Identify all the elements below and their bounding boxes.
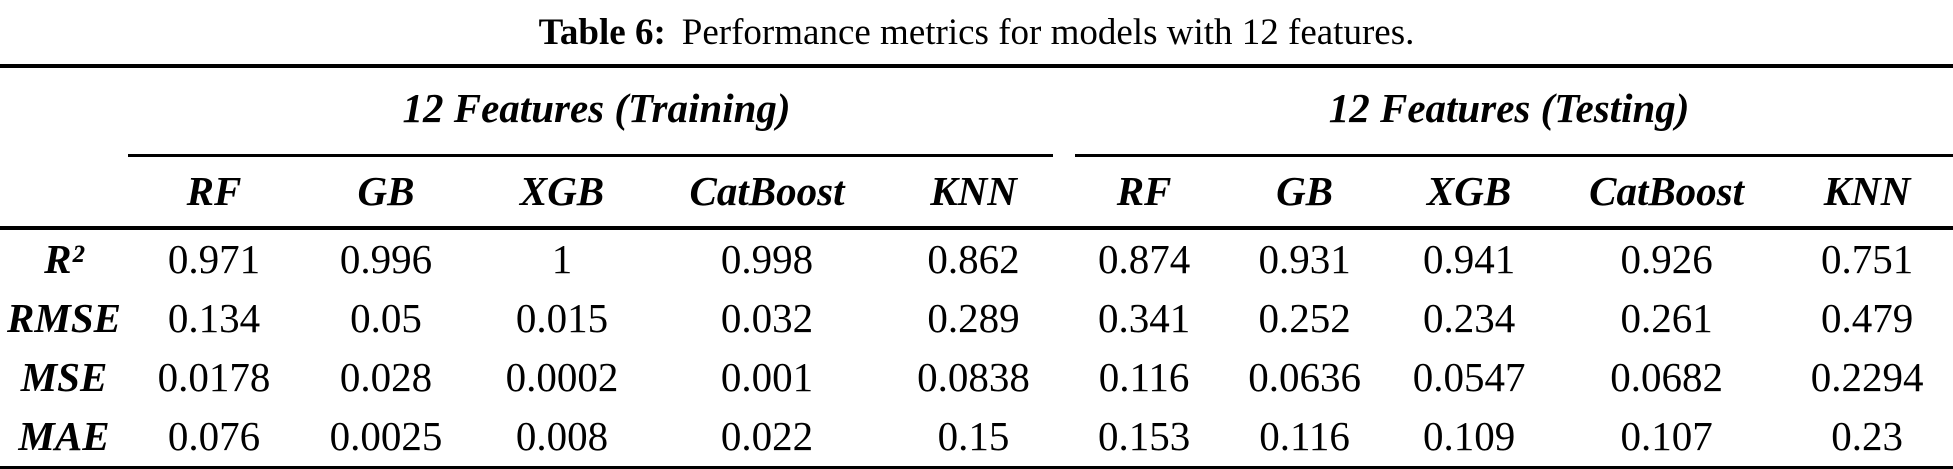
row-metric-label: MSE bbox=[20, 354, 108, 400]
cell-r2-testing-knn: 0.751 bbox=[1820, 236, 1914, 282]
row-metric-label: MAE bbox=[18, 413, 110, 459]
cell-mae-training-catboost: 0.022 bbox=[720, 413, 814, 459]
cell-mse-training-gb: 0.028 bbox=[339, 354, 433, 400]
column-header-testing-catboost: CatBoost bbox=[1552, 157, 1782, 230]
cell-mse-training-catboost: 0.001 bbox=[720, 354, 814, 400]
column-header-training-xgb: XGB bbox=[472, 157, 652, 230]
table-caption-text: Performance metrics for models with 12 f… bbox=[681, 11, 1415, 53]
cell-r2-training-gb: 0.996 bbox=[339, 236, 433, 282]
group-header-testing: 12 Features (Testing) bbox=[1065, 66, 1953, 157]
cell-rmse-training-catboost: 0.032 bbox=[720, 295, 814, 341]
corner-cell bbox=[0, 157, 128, 230]
cell-r2-training-knn: 0.862 bbox=[927, 236, 1020, 282]
cell-rmse-training-knn: 0.289 bbox=[927, 295, 1020, 341]
cell-rmse-testing-knn: 0.479 bbox=[1820, 295, 1914, 341]
table-row-r2: R² 0.971 0.996 1 0.998 0.862 0.874 0.931… bbox=[0, 228, 1953, 289]
column-header-row: RF GB XGB CatBoost KNN RF GB XGB CatBoos… bbox=[0, 157, 1953, 230]
group-header-training: 12 Features (Training) bbox=[128, 66, 1065, 157]
cell-mae-testing-gb: 0.116 bbox=[1259, 413, 1350, 459]
table-caption: Table 6: Performance metrics for models … bbox=[0, 0, 1953, 64]
cell-rmse-testing-rf: 0.341 bbox=[1097, 295, 1191, 341]
cell-mae-training-xgb: 0.008 bbox=[515, 413, 609, 459]
column-header-training-catboost: CatBoost bbox=[652, 157, 882, 230]
cell-r2-testing-catboost: 0.926 bbox=[1620, 236, 1713, 282]
cell-mae-training-gb: 0.0025 bbox=[329, 413, 443, 459]
cell-mse-testing-rf: 0.116 bbox=[1098, 354, 1190, 400]
cell-mse-testing-catboost: 0.0682 bbox=[1610, 354, 1723, 400]
cell-r2-training-xgb: 1 bbox=[551, 236, 573, 282]
cell-rmse-training-xgb: 0.015 bbox=[515, 295, 609, 341]
column-header-training-rf: RF bbox=[128, 157, 300, 230]
column-header-testing-rf: RF bbox=[1065, 157, 1224, 230]
column-header-testing-gb: GB bbox=[1223, 157, 1387, 230]
cell-mae-testing-xgb: 0.109 bbox=[1422, 413, 1516, 459]
row-metric-label: RMSE bbox=[7, 295, 121, 341]
table-caption-label: Table 6: bbox=[538, 11, 666, 53]
cell-mae-testing-catboost: 0.107 bbox=[1620, 413, 1713, 459]
cell-r2-testing-gb: 0.931 bbox=[1258, 236, 1351, 282]
row-metric-label: R² bbox=[44, 236, 84, 282]
column-header-training-knn: KNN bbox=[882, 157, 1066, 230]
cell-r2-testing-xgb: 0.941 bbox=[1422, 236, 1516, 282]
column-header-testing-knn: KNN bbox=[1781, 157, 1953, 230]
cell-r2-training-catboost: 0.998 bbox=[720, 236, 814, 282]
column-header-training-gb: GB bbox=[300, 157, 472, 230]
cell-mse-testing-xgb: 0.0547 bbox=[1412, 354, 1526, 400]
corner-cell bbox=[0, 66, 128, 157]
cell-mse-training-knn: 0.0838 bbox=[917, 354, 1030, 400]
group-header-row: 12 Features (Training) 12 Features (Test… bbox=[0, 66, 1953, 157]
column-header-testing-xgb: XGB bbox=[1386, 157, 1553, 230]
table-row-rmse: RMSE 0.134 0.05 0.015 0.032 0.289 0.341 … bbox=[0, 289, 1953, 348]
cell-mae-testing-knn: 0.23 bbox=[1831, 413, 1903, 459]
performance-metrics-table: 12 Features (Training) 12 Features (Test… bbox=[0, 64, 1953, 469]
cell-mse-testing-knn: 0.2294 bbox=[1810, 354, 1924, 400]
table-row-mse: MSE 0.0178 0.028 0.0002 0.001 0.0838 0.1… bbox=[0, 348, 1953, 407]
cell-rmse-training-rf: 0.134 bbox=[167, 295, 261, 341]
cell-mae-testing-rf: 0.153 bbox=[1097, 413, 1191, 459]
cell-mse-training-rf: 0.0178 bbox=[157, 354, 271, 400]
cell-rmse-training-gb: 0.05 bbox=[350, 295, 422, 341]
cell-mae-training-knn: 0.15 bbox=[937, 413, 1010, 459]
cell-mse-training-xgb: 0.0002 bbox=[505, 354, 619, 400]
cell-mse-testing-gb: 0.0636 bbox=[1248, 354, 1361, 400]
cell-mae-training-rf: 0.076 bbox=[167, 413, 261, 459]
cell-r2-training-rf: 0.971 bbox=[167, 236, 261, 282]
cell-rmse-testing-gb: 0.252 bbox=[1258, 295, 1351, 341]
table-row-mae: MAE 0.076 0.0025 0.008 0.022 0.15 0.153 … bbox=[0, 407, 1953, 468]
cell-r2-testing-rf: 0.874 bbox=[1097, 236, 1191, 282]
cell-rmse-testing-xgb: 0.234 bbox=[1422, 295, 1516, 341]
cell-rmse-testing-catboost: 0.261 bbox=[1620, 295, 1713, 341]
